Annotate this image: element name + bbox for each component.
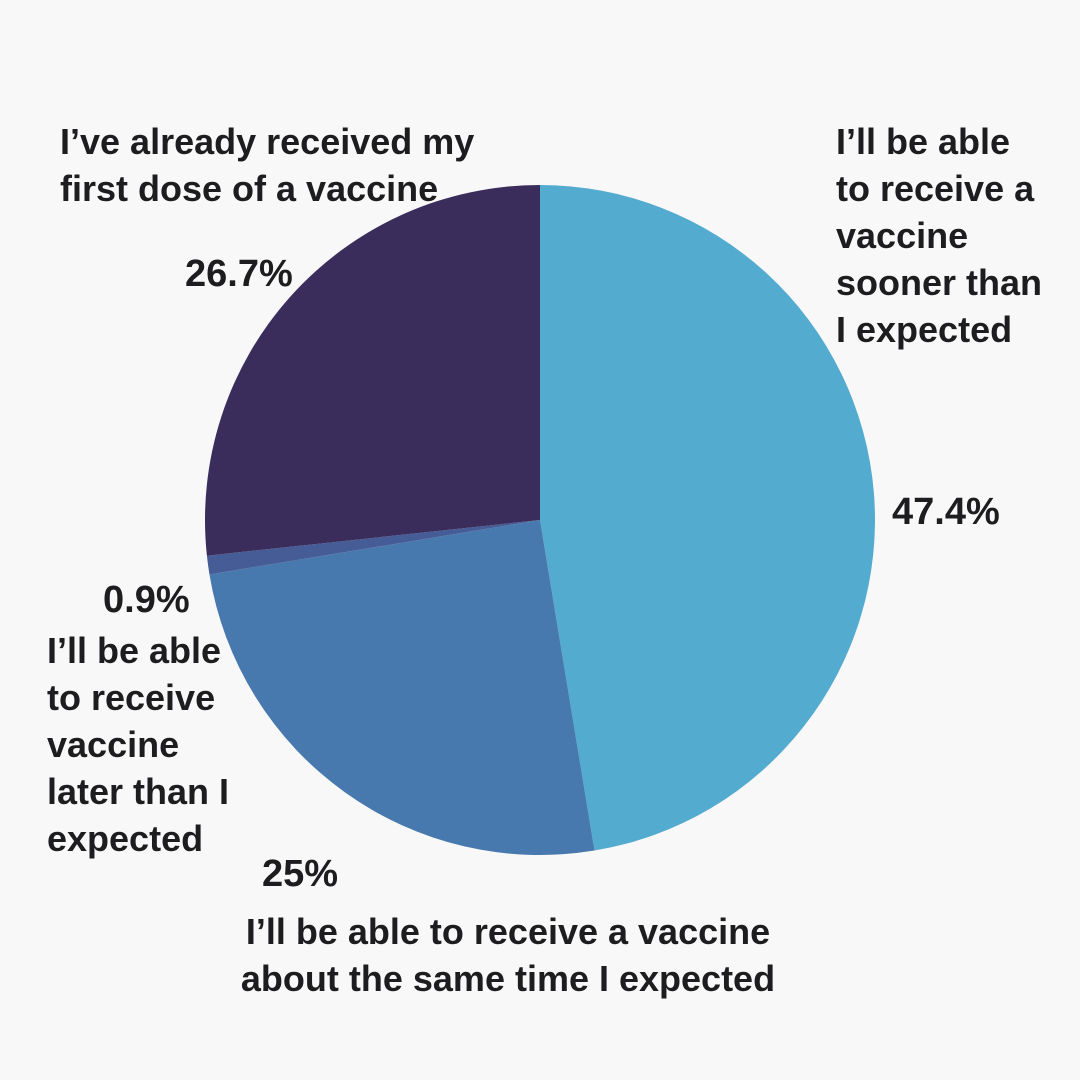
pie-slice-0 [540,185,875,851]
pie-slice-3 [205,185,540,556]
slice-label-later-than-expected: I’ll be able to receive vaccine later th… [47,630,230,859]
slice-value-sooner-than-expected: 47.4% [892,491,1000,533]
slice-label-sooner-than-expected: I’ll be able to receive a vaccine sooner… [836,121,1043,350]
slice-label-already-received: I’ve already received my first dose of a… [60,121,475,209]
slice-value-later-than-expected: 0.9% [103,579,190,621]
pie-slice-2 [206,520,540,575]
slice-label-same-time-expected: I’ll be able to receive a vaccine about … [240,911,776,999]
slice-value-same-time-expected: 25% [262,853,339,895]
slice-value-already-received: 26.7% [185,253,293,295]
pie-slice-1 [209,520,595,856]
